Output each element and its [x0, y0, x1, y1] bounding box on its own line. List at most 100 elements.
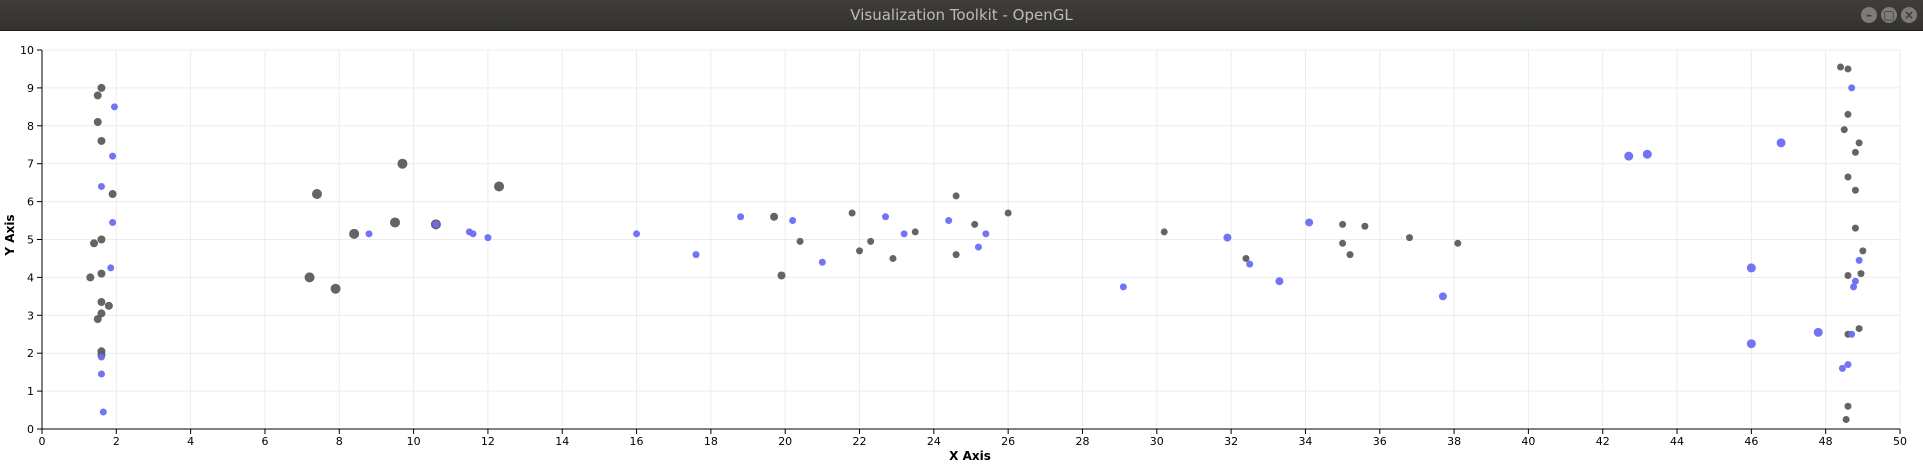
grid-lines: [41, 49, 1901, 430]
data-point-gray: [104, 301, 113, 310]
data-point-gray: [93, 91, 102, 100]
data-point-blue: [110, 103, 118, 111]
y-tick-labels: 0 1 2 3 4 5 6 7 8 9 10: [20, 44, 34, 436]
x-tick-label: 28: [1075, 435, 1089, 448]
data-point-blue: [109, 152, 117, 160]
scatter-chart: 0 2 4 6 8 10 12 14 16 18 20 22 24 26 28 30 32 34 36 38 40 42 4…: [3, 44, 1907, 463]
data-point-gray: [1851, 148, 1859, 156]
data-point-gray: [1844, 110, 1852, 118]
data-point-blue: [1855, 256, 1863, 264]
data-point-blue: [1776, 138, 1786, 148]
data-point-blue: [633, 230, 641, 238]
x-tick-label: 16: [630, 435, 644, 448]
x-tick-label: 22: [853, 435, 867, 448]
data-point-blue: [1813, 327, 1823, 337]
close-button[interactable]: ×: [1901, 7, 1917, 23]
data-point-gray: [1851, 186, 1859, 194]
data-point-gray: [971, 220, 979, 228]
x-tick-label: 8: [336, 435, 343, 448]
data-point-blue: [1838, 364, 1846, 372]
x-tick-label: 4: [187, 435, 194, 448]
y-tick-label: 1: [27, 385, 34, 398]
data-point-blue: [97, 182, 105, 190]
data-point-gray: [97, 83, 106, 92]
data-point-gray: [1339, 239, 1347, 247]
minimize-button[interactable]: –: [1861, 7, 1877, 23]
data-point-gray: [1361, 222, 1369, 230]
data-point-blue: [109, 218, 117, 226]
x-tick-label: 24: [927, 435, 941, 448]
x-tick-label: 34: [1298, 435, 1312, 448]
data-point-gray: [1859, 247, 1867, 255]
render-canvas[interactable]: 0 2 4 6 8 10 12 14 16 18 20 22 24 26 28 30 32 34 36 38 40 42 4…: [0, 31, 1923, 466]
data-point-gray: [952, 251, 960, 259]
data-point-blue: [1850, 283, 1858, 291]
x-tick-label: 32: [1224, 435, 1238, 448]
axes: [37, 49, 1901, 434]
window-titlebar[interactable]: Visualization Toolkit - OpenGL – □ ×: [0, 0, 1923, 31]
data-point-blue: [1844, 361, 1852, 369]
data-point-blue: [97, 353, 105, 361]
maximize-button[interactable]: □: [1881, 7, 1897, 23]
y-tick-label: 5: [27, 234, 34, 247]
data-point-blue: [97, 370, 105, 378]
data-point-blue: [1851, 277, 1859, 285]
x-axis-label: X Axis: [949, 449, 991, 463]
data-point-gray: [1855, 139, 1863, 147]
data-point-gray: [889, 254, 897, 262]
data-point-blue: [1119, 283, 1127, 291]
data-point-blue: [789, 217, 797, 225]
data-point-gray: [311, 189, 322, 200]
data-point-gray: [349, 228, 360, 239]
y-tick-label: 8: [27, 120, 34, 133]
data-point-gray: [97, 269, 106, 278]
data-point-gray: [848, 209, 856, 217]
data-point-gray: [796, 237, 804, 245]
data-point-blue: [1246, 260, 1254, 268]
x-tick-label: 20: [778, 435, 792, 448]
data-point-gray: [390, 217, 401, 228]
data-point-gray: [97, 309, 106, 318]
x-tick-label: 12: [481, 435, 495, 448]
data-point-blue: [1275, 277, 1284, 286]
data-point-gray: [1842, 416, 1850, 424]
data-point-gray: [397, 158, 408, 169]
data-point-gray: [93, 315, 102, 324]
y-axis-label: Y Axis: [3, 214, 17, 256]
data-point-gray: [330, 283, 341, 294]
data-point-blue: [900, 230, 908, 238]
data-point-gray: [867, 237, 875, 245]
data-point-blue: [1438, 292, 1447, 301]
window-title: Visualization Toolkit - OpenGL: [850, 6, 1073, 24]
x-tick-label: 18: [704, 435, 718, 448]
x-tick-label: 46: [1744, 435, 1758, 448]
x-tick-label: 0: [39, 435, 46, 448]
data-point-gray: [97, 298, 106, 307]
data-point-gray: [1857, 270, 1865, 278]
data-point-gray: [1242, 254, 1250, 262]
x-tick-label: 42: [1596, 435, 1610, 448]
y-tick-label: 9: [27, 82, 34, 95]
data-point-gray: [1405, 234, 1413, 242]
data-point-blue: [882, 213, 890, 221]
data-point-blue: [737, 213, 745, 221]
data-point-gray: [1004, 209, 1012, 217]
data-point-blue: [818, 258, 826, 266]
data-point-gray: [1844, 402, 1852, 410]
data-point-gray: [911, 228, 919, 236]
x-tick-label: 30: [1150, 435, 1164, 448]
data-point-gray: [1346, 251, 1354, 259]
data-point-blue: [1746, 263, 1756, 273]
y-tick-label: 3: [27, 309, 34, 322]
y-tick-label: 4: [27, 271, 34, 284]
data-point-gray: [304, 272, 315, 283]
data-point-blue: [1305, 218, 1314, 227]
x-tick-label: 14: [555, 435, 569, 448]
data-point-blue: [692, 251, 700, 259]
y-tick-label: 0: [27, 423, 34, 436]
data-point-gray: [1844, 173, 1852, 181]
data-point-blue: [982, 230, 990, 238]
x-tick-label: 36: [1373, 435, 1387, 448]
data-point-gray: [1837, 63, 1845, 71]
x-tick-label: 40: [1521, 435, 1535, 448]
